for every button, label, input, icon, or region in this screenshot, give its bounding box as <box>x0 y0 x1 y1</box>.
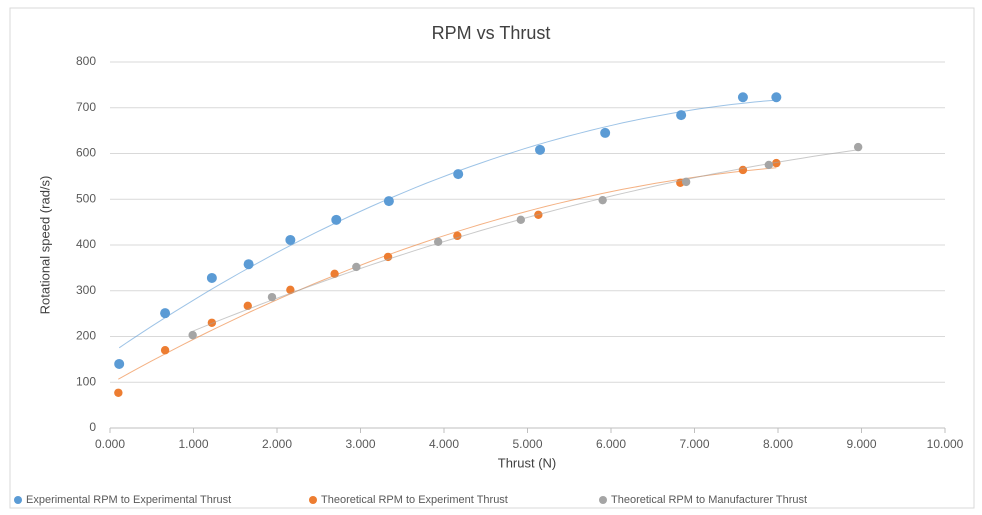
x-tick-label: 6.000 <box>596 437 626 451</box>
point <box>206 272 217 283</box>
x-tick-label: 9.000 <box>846 437 876 451</box>
y-tick-label: 600 <box>76 146 96 160</box>
point <box>286 285 295 295</box>
point <box>330 269 339 279</box>
point <box>207 318 217 327</box>
legend-label: Theoretical RPM to Experiment Thrust <box>321 494 508 506</box>
x-tick-label: 1.000 <box>178 437 208 451</box>
point <box>771 92 782 103</box>
x-tick-label: 5.000 <box>512 437 542 451</box>
y-tick-label: 500 <box>76 191 96 205</box>
x-axis-title: Thrust (N) <box>498 455 557 470</box>
point <box>676 110 687 121</box>
point <box>681 177 691 187</box>
y-tick-label: 400 <box>76 237 96 251</box>
x-tick-label: 7.000 <box>679 437 709 451</box>
point <box>331 214 342 225</box>
point <box>453 169 464 180</box>
point <box>737 92 748 103</box>
point <box>383 196 394 207</box>
point <box>188 330 197 340</box>
x-tick-label: 2.000 <box>262 437 292 451</box>
x-tick-label: 0.000 <box>95 437 125 451</box>
point <box>243 301 252 311</box>
trendline <box>118 99 777 349</box>
point <box>516 215 526 225</box>
point <box>160 308 171 319</box>
trendline <box>192 149 859 332</box>
y-tick-label: 0 <box>89 420 96 434</box>
point <box>598 195 607 205</box>
y-tick-label: 100 <box>76 374 96 388</box>
y-tick-label: 700 <box>76 100 96 114</box>
chart-border <box>9 7 975 509</box>
legend-marker <box>309 496 317 504</box>
point <box>600 127 611 138</box>
point <box>535 144 546 155</box>
legend-marker <box>599 496 607 504</box>
x-tick-label: 10.000 <box>927 437 964 451</box>
point <box>853 142 863 152</box>
trendline <box>118 167 777 380</box>
point <box>114 388 123 397</box>
point <box>160 346 170 355</box>
point <box>285 234 296 245</box>
chart-title: RPM vs Thrust <box>432 23 551 43</box>
y-tick-label: 200 <box>76 329 96 343</box>
point <box>764 160 774 170</box>
legend-marker <box>14 496 22 504</box>
point <box>433 237 443 246</box>
point <box>352 262 361 272</box>
y-axis-title: Rotational speed (rad/s) <box>37 176 52 315</box>
legend-label: Experimental RPM to Experimental Thrust <box>26 494 231 506</box>
y-tick-label: 800 <box>76 54 96 68</box>
point <box>267 292 277 302</box>
x-tick-label: 8.000 <box>763 437 793 451</box>
point <box>114 358 125 369</box>
x-tick-label: 4.000 <box>429 437 459 451</box>
x-tick-label: 3.000 <box>345 437 375 451</box>
point <box>243 259 254 270</box>
point <box>772 158 781 168</box>
point <box>738 165 748 175</box>
legend-label: Theoretical RPM to Manufacturer Thrust <box>611 494 807 506</box>
y-tick-label: 300 <box>76 283 96 297</box>
